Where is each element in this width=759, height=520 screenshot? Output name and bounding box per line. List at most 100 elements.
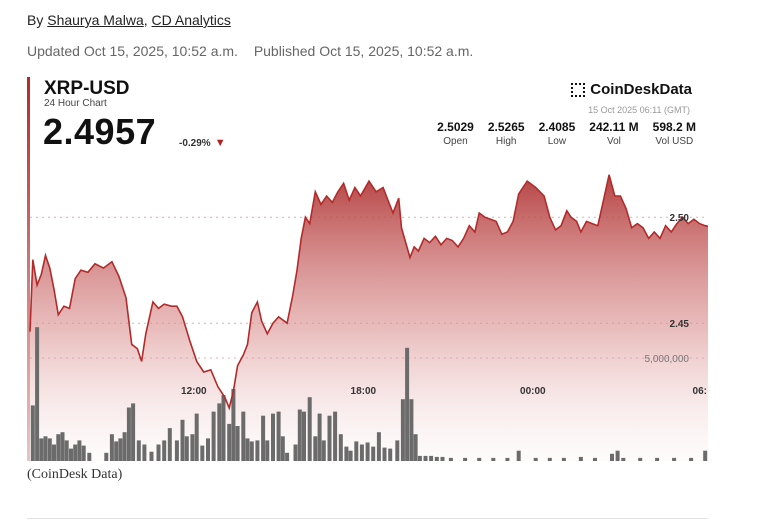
volume-bar bbox=[162, 440, 167, 461]
volume-bar bbox=[211, 411, 216, 461]
divider bbox=[27, 518, 708, 519]
stat-label: Vol USD bbox=[655, 136, 694, 147]
volume-bar bbox=[241, 411, 246, 461]
volume-bar bbox=[621, 457, 626, 461]
stat-vol: 242.11 M Vol bbox=[589, 120, 638, 147]
volume-bar bbox=[56, 434, 61, 461]
volume-bar bbox=[313, 436, 318, 461]
volume-bar bbox=[156, 444, 161, 461]
volume-bar bbox=[615, 450, 620, 461]
coindesk-logo-icon bbox=[571, 82, 586, 97]
volume-bar bbox=[388, 448, 393, 461]
volume-bar bbox=[249, 441, 254, 461]
volume-bar bbox=[190, 434, 195, 461]
volume-bar bbox=[122, 432, 127, 461]
chart-left-edge bbox=[27, 77, 30, 461]
volume-bar bbox=[561, 457, 566, 461]
volume-bar bbox=[655, 457, 660, 461]
stat-low: 2.4085 Low bbox=[539, 120, 576, 147]
volume-bar bbox=[440, 456, 445, 461]
stat-open: 2.5029 Open bbox=[437, 120, 474, 147]
volume-bar bbox=[333, 411, 338, 461]
volume-bar bbox=[354, 441, 359, 461]
volume-bar bbox=[35, 327, 40, 461]
price-line bbox=[29, 174, 708, 411]
volume-bar bbox=[109, 434, 114, 461]
volume-bar bbox=[491, 457, 496, 461]
volume-bar bbox=[371, 446, 376, 461]
volume-bar bbox=[516, 450, 521, 461]
byline-prefix: By bbox=[27, 12, 48, 28]
y-tick-label: 2.45 bbox=[670, 319, 690, 330]
byline-separator: , bbox=[143, 12, 152, 28]
volume-bar bbox=[30, 405, 35, 461]
volume-bar bbox=[231, 388, 236, 461]
volume-bar bbox=[180, 419, 185, 461]
volume-bar bbox=[261, 415, 266, 461]
volume-bars bbox=[30, 327, 708, 461]
volume-bar bbox=[265, 440, 270, 461]
volume-bar bbox=[376, 432, 381, 461]
volume-bar bbox=[118, 438, 123, 461]
volume-bar bbox=[104, 452, 109, 461]
volume-bar bbox=[52, 444, 56, 461]
volume-bar bbox=[327, 415, 332, 461]
article-dates: Updated Oct 15, 2025, 10:52 a.m. Publish… bbox=[27, 43, 473, 59]
volume-bar bbox=[131, 403, 136, 461]
volume-bar bbox=[638, 457, 643, 461]
volume-bar bbox=[293, 444, 298, 461]
x-tick-label: 12:00 bbox=[181, 386, 207, 397]
volume-bar bbox=[338, 434, 343, 461]
volume-bar bbox=[81, 445, 86, 461]
volume-bar bbox=[285, 452, 290, 461]
volume-bar bbox=[73, 444, 78, 461]
volume-bar bbox=[142, 444, 147, 461]
volume-bar bbox=[344, 446, 349, 461]
coindesk-data-logo: CoinDeskData bbox=[571, 81, 692, 98]
volume-bar bbox=[114, 441, 119, 461]
volume-bar bbox=[429, 455, 434, 461]
volume-bar bbox=[307, 397, 312, 461]
chart-svg: 2.50 2.45 5,000,000 12:00 18:00 00:00 06: bbox=[27, 77, 708, 461]
volume-bar bbox=[593, 457, 597, 461]
volume-bar bbox=[184, 436, 189, 461]
published-date: Published Oct 15, 2025, 10:52 a.m. bbox=[253, 43, 474, 59]
x-tick-label: 06: bbox=[693, 386, 707, 397]
volume-bar bbox=[87, 452, 92, 461]
volume-bar bbox=[77, 440, 82, 461]
price-change: -0.29% ▼ bbox=[179, 137, 226, 149]
volume-bar bbox=[533, 457, 538, 461]
volume-bar bbox=[359, 444, 364, 461]
volume-bar bbox=[382, 447, 387, 461]
volume-bar bbox=[409, 399, 414, 461]
volume-bar bbox=[280, 436, 285, 461]
stat-value: 242.11 M bbox=[589, 120, 639, 134]
volume-bar bbox=[206, 438, 210, 461]
stat-high: 2.5265 High bbox=[488, 120, 525, 147]
volume-bar bbox=[434, 456, 439, 461]
volume-bar bbox=[69, 448, 73, 461]
current-price: 2.4957 bbox=[43, 111, 157, 152]
y-tick-label: 2.50 bbox=[670, 213, 690, 224]
ticker-symbol: XRP-USD bbox=[44, 78, 130, 99]
volume-bar bbox=[672, 457, 677, 461]
stats-row: 2.5029 Open 2.5265 High 2.4085 Low 242.11 M… bbox=[437, 120, 696, 147]
volume-bar bbox=[505, 457, 510, 461]
volume-bar bbox=[245, 438, 250, 461]
x-tick-label: 18:00 bbox=[351, 386, 377, 397]
volume-bar bbox=[317, 413, 322, 461]
volume-bar bbox=[405, 347, 410, 461]
author-link[interactable]: Shaurya Malwa bbox=[47, 12, 144, 28]
volume-bar bbox=[477, 457, 482, 461]
volume-bar bbox=[448, 457, 453, 461]
volume-bar bbox=[136, 440, 141, 461]
volume-bar bbox=[39, 438, 44, 461]
volume-bar bbox=[321, 440, 326, 461]
volume-bar bbox=[221, 395, 226, 461]
down-arrow-icon: ▼ bbox=[214, 137, 226, 149]
x-tick-label: 00:00 bbox=[520, 386, 546, 397]
org-link[interactable]: CD Analytics bbox=[151, 12, 231, 28]
volume-bar bbox=[578, 456, 583, 461]
volume-bar bbox=[400, 399, 405, 461]
volume-bar bbox=[610, 453, 614, 461]
